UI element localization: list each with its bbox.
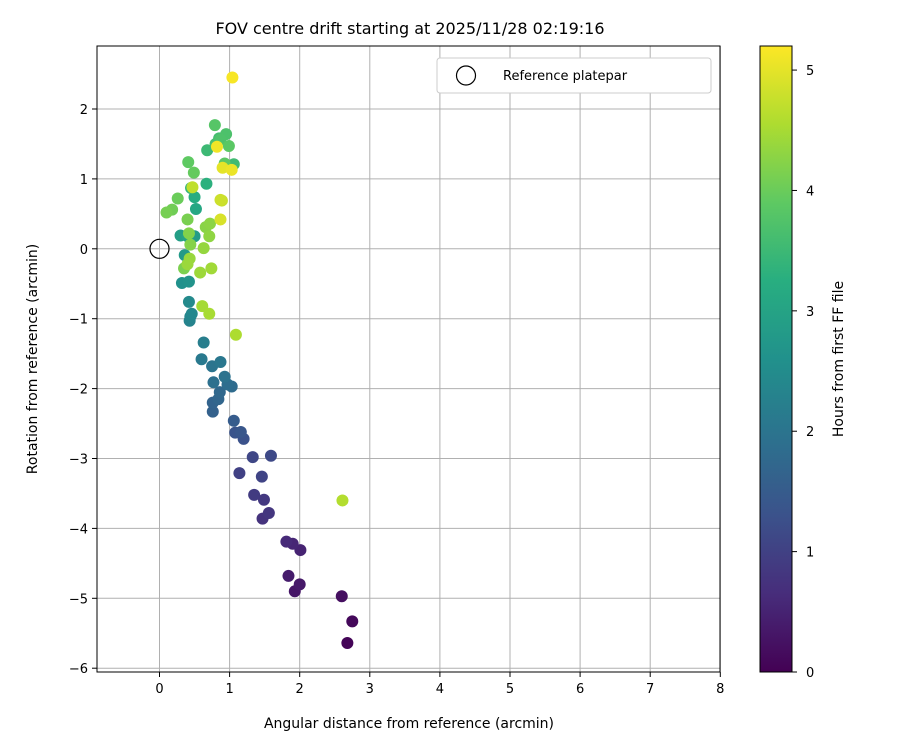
y-tick-label: −6 [69,662,88,677]
y-tick-label: 1 [80,173,88,188]
data-point [182,227,195,240]
reference-platepar-marker [149,238,170,259]
data-point [182,156,195,169]
data-point [336,494,349,507]
data-point [225,163,238,176]
data-point [346,615,359,628]
data-point [213,386,226,399]
data-point [203,217,216,230]
data-point [335,590,348,603]
colorbar-tick-label: 4 [806,184,814,199]
data-point [229,328,242,341]
data-point [188,191,201,204]
x-tick-label: 1 [225,682,233,697]
data-point [201,144,214,157]
data-point [205,262,218,275]
data-point [207,376,220,389]
y-tick-label: −1 [69,313,88,328]
colorbar-tick-label: 1 [806,546,814,561]
data-point [216,161,229,174]
x-tick-label: 5 [506,682,514,697]
data-point [218,370,231,383]
y-tick-label: 2 [80,103,88,118]
y-axis-label: Rotation from reference (arcmin) [25,244,41,474]
data-point [210,140,223,153]
colorbar: 0 1 2 3 4 5 Hours from first FF file [759,45,847,681]
y-tick-label: −3 [69,453,88,468]
data-point [246,451,259,464]
colorbar-tick-label: 2 [806,425,814,440]
legend: Reference platepar [436,57,712,94]
y-tick-label: 0 [80,243,88,258]
legend-box [436,57,712,94]
data-point [341,637,354,650]
data-point [222,140,235,153]
data-points [149,71,359,650]
data-point [197,242,210,255]
data-point [214,193,227,206]
data-point [160,206,173,219]
colorbar-tick-label: 0 [806,666,814,681]
data-point [255,470,268,483]
data-point [257,493,270,506]
data-point [195,353,208,366]
chart-title: FOV centre drift starting at 2025/11/28 … [215,19,604,38]
data-point [206,405,219,418]
colorbar-label: Hours from first FF file [831,281,847,437]
data-point [280,535,293,548]
data-point [293,578,306,591]
axis-ticks: 0 1 2 3 4 5 6 7 8 2 1 0 −1 −2 −3 −4 −5 −6 [69,103,725,697]
plot-frame [96,45,721,673]
data-point [186,181,199,194]
x-tick-label: 7 [646,682,654,697]
data-point [233,467,246,480]
data-point [248,488,261,501]
x-tick-label: 8 [716,682,724,697]
y-tick-label: −2 [69,383,88,398]
colorbar-ticks: 0 1 2 3 4 5 [792,64,814,681]
grid [97,46,721,672]
data-point [197,336,210,349]
legend-marker [455,65,477,86]
y-tick-label: −5 [69,592,88,607]
colorbar-gradient [759,45,793,673]
data-point [184,238,197,251]
data-point [234,425,247,438]
data-point [187,166,200,179]
x-tick-label: 4 [436,682,444,697]
data-point [264,449,277,462]
data-point [214,356,227,369]
x-tick-label: 2 [296,682,304,697]
y-tick-label: −4 [69,522,88,537]
x-tick-label: 6 [576,682,584,697]
data-point [208,119,221,132]
data-point [262,507,275,520]
data-point [189,202,202,215]
colorbar-tick-label: 5 [806,64,814,79]
data-point [226,71,239,84]
data-point [182,275,195,288]
data-point [194,266,207,279]
x-tick-label: 3 [366,682,374,697]
legend-entry: Reference platepar [503,69,628,84]
data-point [171,192,184,205]
data-point [214,213,227,226]
data-point [200,177,213,190]
data-point [182,295,195,308]
colorbar-tick-label: 3 [806,305,814,320]
data-point [203,230,216,243]
x-axis-label: Angular distance from reference (arcmin) [264,716,554,732]
data-point [181,258,194,271]
data-point [181,213,194,226]
data-point [203,307,216,320]
data-point [185,307,198,320]
data-point [282,569,295,582]
data-point [196,300,209,313]
x-tick-label: 0 [155,682,163,697]
data-point [227,414,240,427]
